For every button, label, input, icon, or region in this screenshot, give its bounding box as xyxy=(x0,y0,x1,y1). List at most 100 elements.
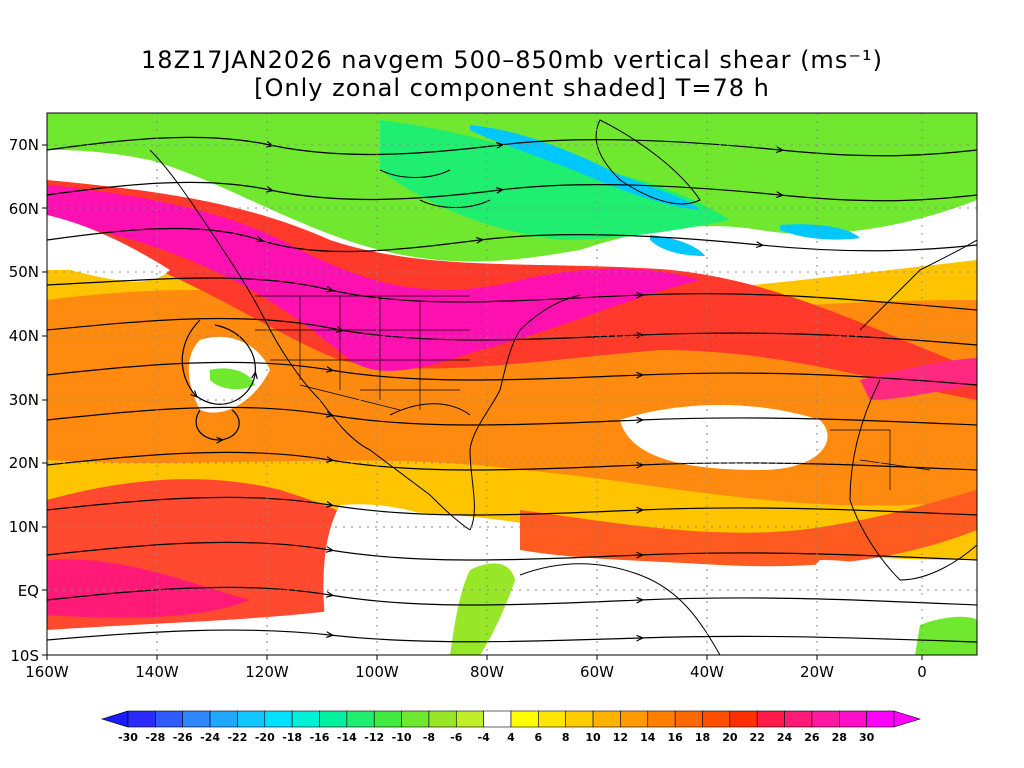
africa-borders xyxy=(830,429,931,490)
colorbar-label: -8 xyxy=(423,731,435,744)
chart-title-line2: [Only zonal component shaded] T=78 h xyxy=(254,74,770,102)
colorbar-swatch xyxy=(127,710,156,728)
colorbar-label: -30 xyxy=(118,731,138,744)
colorbar-label: 30 xyxy=(859,731,875,744)
lon-label: 120W xyxy=(245,663,289,681)
colorbar-swatch xyxy=(510,710,539,728)
colorbar-swatch xyxy=(291,710,320,728)
colorbar-swatch xyxy=(182,710,211,728)
south-america-coast xyxy=(519,563,721,655)
colorbar-swatch xyxy=(811,710,840,728)
colorbar-label: -20 xyxy=(255,731,275,744)
colorbar-swatch xyxy=(538,710,567,728)
colorbar-swatch xyxy=(209,710,238,728)
lon-label: 140W xyxy=(135,663,179,681)
colorbar-swatch xyxy=(702,710,731,728)
lon-label: 100W xyxy=(355,663,399,681)
colorbar-swatch xyxy=(784,710,813,728)
colorbar-label: 10 xyxy=(585,731,601,744)
east-coast-north-america xyxy=(469,294,581,531)
colorbar-swatch xyxy=(620,710,649,728)
colorbar-label: -22 xyxy=(227,731,247,744)
axis-ticks xyxy=(42,144,923,660)
colorbar-label: -28 xyxy=(145,731,165,744)
colorbar-label: 22 xyxy=(750,731,765,744)
colorbar-swatch xyxy=(483,710,512,728)
colorbar-swatch xyxy=(319,710,348,728)
lon-label: 160W xyxy=(25,663,69,681)
graticule xyxy=(47,113,977,655)
lon-label: 60W xyxy=(580,663,614,681)
colorbar-swatch xyxy=(592,710,621,728)
africa-coast xyxy=(849,379,977,581)
lat-label: 10S xyxy=(10,647,39,665)
colorbar-swatch xyxy=(237,710,266,728)
arctic-islands xyxy=(379,169,491,208)
negative-shear-africa xyxy=(915,616,977,655)
tropical-jet-pink xyxy=(47,559,250,618)
colorbar-label: 14 xyxy=(640,731,656,744)
lon-label: 40W xyxy=(690,663,724,681)
colorbar-label: 26 xyxy=(804,731,820,744)
colorbar-swatch xyxy=(674,710,703,728)
lat-label: 30N xyxy=(9,391,39,409)
lat-label: EQ xyxy=(18,582,39,600)
jet-core-pink xyxy=(47,185,700,371)
colorbar xyxy=(100,710,922,728)
colorbar-label: -24 xyxy=(200,731,220,744)
colorbar-swatch xyxy=(155,710,184,728)
colorbar-label: -18 xyxy=(282,731,302,744)
lat-label: 50N xyxy=(9,263,39,281)
colorbar-arrow-high xyxy=(893,710,922,728)
europe-coast xyxy=(859,239,977,331)
colorbar-label: 8 xyxy=(562,731,570,744)
lat-label: 10N xyxy=(9,518,39,536)
colorbar-swatch xyxy=(455,710,484,728)
lon-label: 20W xyxy=(800,663,834,681)
colorbar-swatch xyxy=(264,710,293,728)
colorbar-label: -4 xyxy=(478,731,491,744)
colorbar-label: 24 xyxy=(777,731,793,744)
chart-title-line1: 18Z17JAN2026 navgem 500–850mb vertical s… xyxy=(141,46,883,74)
jet-east-pink xyxy=(860,358,977,400)
colorbar-labels: -30 -28 -26 -24 -22 -20 -18 -16 -14 -12 -10 -8 -6 -4 4… xyxy=(118,731,875,744)
colorbar-label: -16 xyxy=(310,731,330,744)
colorbar-label: -6 xyxy=(450,731,463,744)
colorbar-swatch xyxy=(729,710,758,728)
weak-shear-atlantic xyxy=(620,405,828,470)
colorbar-label: -26 xyxy=(173,731,193,744)
streamlines xyxy=(47,136,977,643)
colorbar-swatch xyxy=(428,710,457,728)
colorbar-swatch xyxy=(866,710,895,728)
colorbar-label: 18 xyxy=(695,731,710,744)
lat-label: 70N xyxy=(9,136,39,154)
longitude-labels: 160W 140W 120W 100W 80W 60W 40W 20W 0 xyxy=(25,663,927,681)
colorbar-label: -14 xyxy=(337,731,357,744)
gulf-of-mexico xyxy=(389,403,471,416)
colorbar-swatch xyxy=(756,710,785,728)
colorbar-label: -10 xyxy=(392,731,412,744)
colorbar-label: -12 xyxy=(364,731,384,744)
colorbar-label: 12 xyxy=(613,731,628,744)
colorbar-swatch xyxy=(346,710,375,728)
colorbar-swatch xyxy=(565,710,594,728)
colorbar-label: 6 xyxy=(535,731,543,744)
plot-border xyxy=(46,112,978,656)
lat-label: 20N xyxy=(9,454,39,472)
colorbar-swatch xyxy=(401,710,430,728)
colorbar-swatch xyxy=(373,710,402,728)
negative-shear-cyan-3 xyxy=(780,224,860,240)
latitude-labels: 70N 60N 50N 40N 30N 20N 10N EQ 10S xyxy=(9,136,39,665)
weak-shear-south-america xyxy=(560,604,760,655)
colorbar-label: 16 xyxy=(667,731,683,744)
colorbar-arrow-low xyxy=(100,710,129,728)
colorbar-label: 4 xyxy=(507,731,515,744)
lon-label: 0 xyxy=(917,663,927,681)
colorbar-label: 20 xyxy=(722,731,738,744)
lat-label: 60N xyxy=(9,200,39,218)
colorbar-swatch xyxy=(838,710,867,728)
lon-label: 80W xyxy=(470,663,504,681)
colorbar-swatch xyxy=(647,710,676,728)
weak-shear-pacific-north xyxy=(47,215,170,282)
